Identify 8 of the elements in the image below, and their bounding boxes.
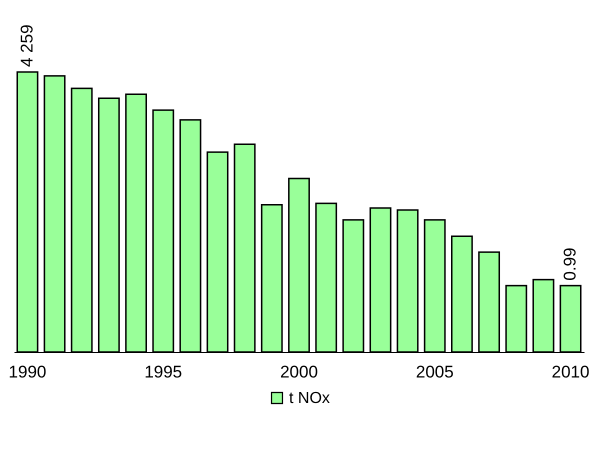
data-label: 4 259	[17, 24, 36, 67]
x-tick-label: 1995	[144, 362, 182, 382]
legend-label: t NOx	[289, 390, 330, 407]
x-tick-label: 1990	[8, 362, 46, 382]
x-tick-label: 2010	[552, 362, 590, 382]
annotation: 0.99	[560, 248, 580, 281]
x-tick-label: 2000	[280, 362, 318, 382]
x-tick-label: 2005	[416, 362, 454, 382]
